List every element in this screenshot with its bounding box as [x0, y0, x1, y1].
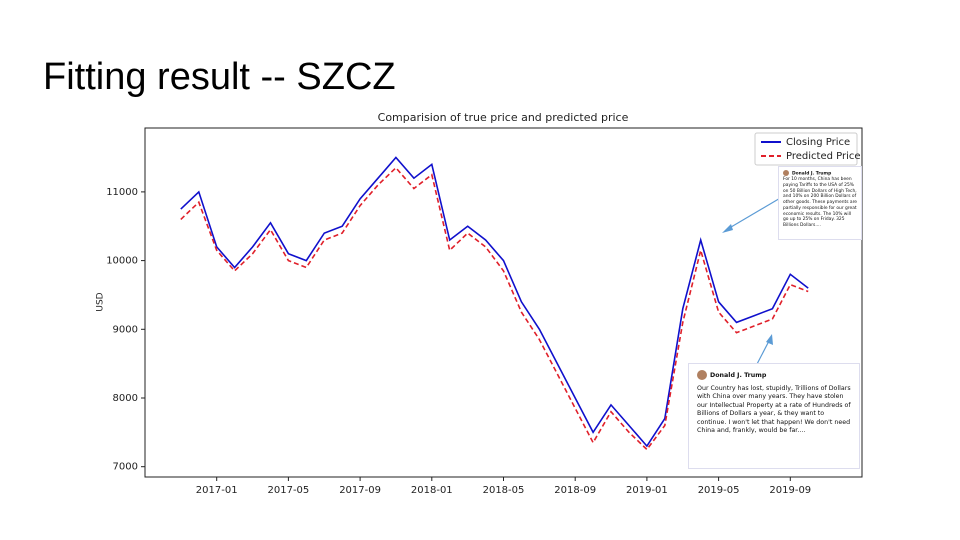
y-tick-label: 9000 [113, 324, 138, 335]
tweet-text: Our Country has lost, stupidly, Trillion… [697, 384, 851, 435]
avatar [697, 370, 707, 380]
tweet-text: For 10 months, China has been paying Tar… [783, 177, 858, 228]
slide-title: Fitting result -- SZCZ [43, 56, 396, 98]
y-tick-label: 10000 [106, 256, 138, 267]
tweet-author: Donald J. Trump [792, 171, 832, 177]
arrow-head [766, 334, 773, 345]
arrow [725, 196, 783, 231]
tweet-header: Donald J. Trump [697, 370, 851, 381]
tweet-card: Donald J. Trump For 10 months, China has… [778, 166, 862, 240]
legend-label: Closing Price [786, 137, 850, 148]
y-tick-label: 7000 [113, 462, 138, 473]
x-tick-label: 2017-05 [268, 485, 310, 496]
series-line [180, 156, 809, 448]
legend-label: Predicted Price [786, 151, 861, 162]
tweet-card: Donald J. Trump Our Country has lost, st… [688, 363, 860, 469]
tweet-author: Donald J. Trump [710, 372, 767, 379]
x-tick-label: 2018-01 [411, 485, 453, 496]
annotation-arrows [722, 196, 783, 367]
x-tick-label: 2017-01 [196, 485, 238, 496]
x-tick-label: 2018-09 [554, 485, 596, 496]
arrow-head [722, 224, 733, 233]
x-tick-label: 2019-09 [769, 485, 811, 496]
x-tick-label: 2018-05 [483, 485, 525, 496]
arrow [755, 338, 771, 367]
chart-title: Comparision of true price and predicted … [378, 111, 629, 124]
y-tick-label: 11000 [106, 187, 138, 198]
x-tick-label: 2019-01 [626, 485, 668, 496]
y-tick-label: 8000 [113, 393, 138, 404]
avatar [783, 170, 789, 176]
y-axis-label: USD [96, 292, 106, 311]
series-line [180, 166, 809, 451]
x-tick-label: 2017-09 [339, 485, 381, 496]
x-tick-label: 2019-05 [698, 485, 740, 496]
tweet-header: Donald J. Trump [783, 170, 857, 177]
